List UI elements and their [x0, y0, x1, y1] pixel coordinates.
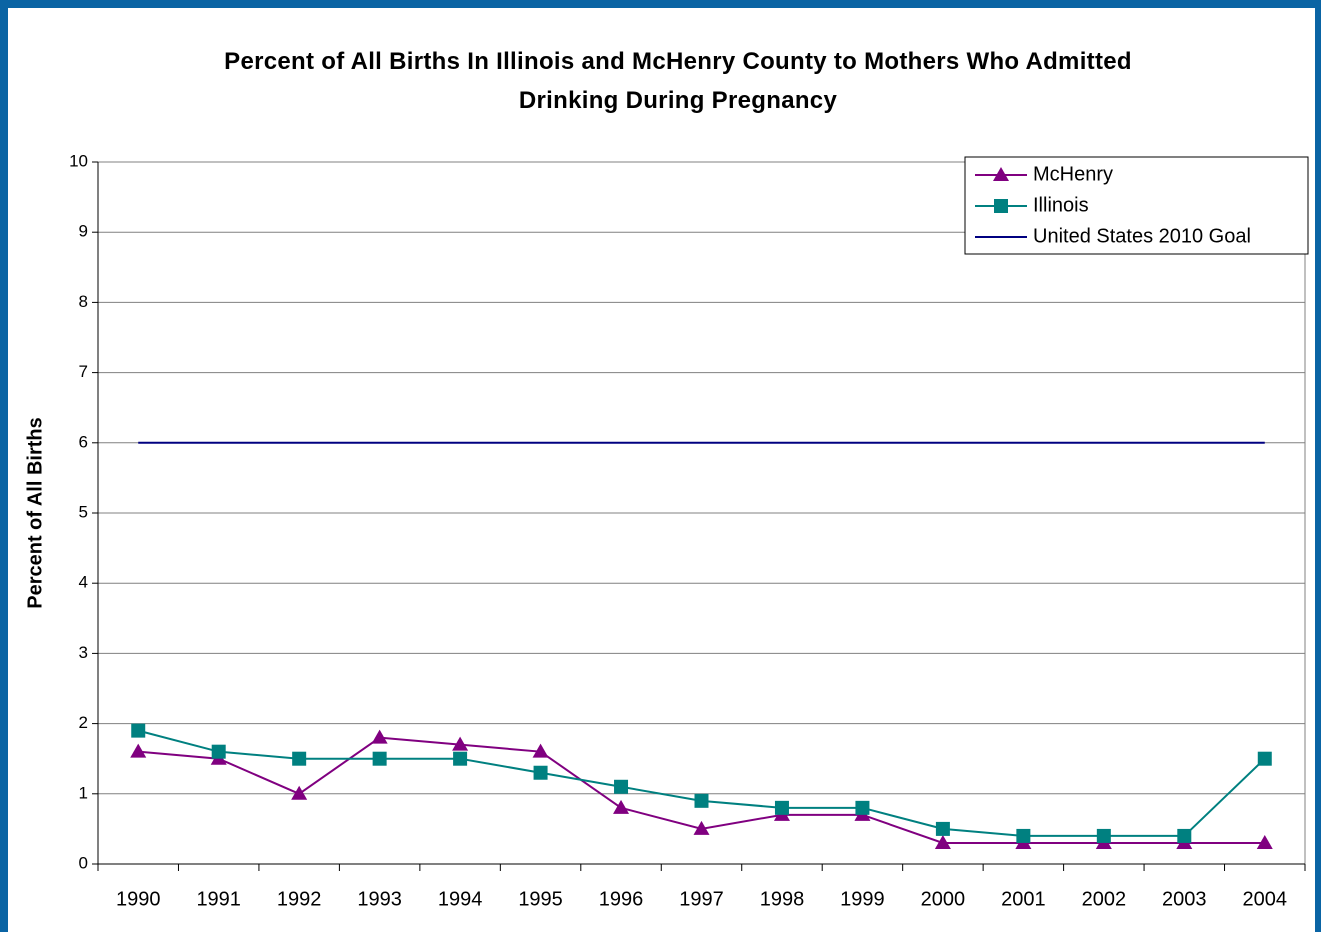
y-tick-label: 8: [79, 292, 88, 311]
marker: [993, 167, 1009, 181]
marker: [1177, 828, 1192, 843]
x-tick-label: 1993: [357, 888, 402, 910]
marker: [693, 820, 710, 835]
x-tick-label: 1992: [277, 888, 322, 910]
y-tick-label: 1: [79, 783, 88, 802]
x-tick-label: 2003: [1162, 888, 1207, 910]
y-tick-label: 2: [79, 713, 88, 732]
y-tick-label: 3: [79, 643, 88, 662]
x-tick-label: 2004: [1243, 888, 1288, 910]
x-tick-label: 1990: [116, 888, 161, 910]
marker: [613, 799, 630, 814]
marker: [935, 821, 950, 836]
legend-label: United States 2010 Goal: [1033, 225, 1251, 247]
marker: [994, 199, 1008, 213]
y-tick-label: 6: [79, 432, 88, 451]
marker: [774, 800, 789, 815]
marker: [533, 765, 548, 780]
y-tick-label: 5: [79, 502, 88, 521]
marker: [614, 779, 629, 794]
x-tick-label: 1999: [840, 888, 885, 910]
marker: [855, 800, 870, 815]
y-tick-label: 9: [79, 222, 88, 241]
marker: [291, 785, 308, 800]
x-tick-label: 1991: [196, 888, 241, 910]
marker: [131, 723, 146, 738]
marker: [130, 743, 147, 758]
y-tick-label: 10: [69, 151, 88, 170]
x-tick-label: 1994: [438, 888, 483, 910]
y-tick-label: 7: [79, 362, 88, 381]
marker: [1257, 751, 1272, 766]
marker: [372, 751, 387, 766]
x-tick-label: 1996: [599, 888, 644, 910]
marker: [453, 751, 468, 766]
x-tick-label: 1997: [679, 888, 724, 910]
chart-title: Percent of All Births In Illinois and Mc…: [224, 48, 1132, 114]
y-tick-label: 4: [79, 573, 88, 592]
marker: [1256, 834, 1273, 849]
marker: [694, 793, 709, 808]
x-tick-label: 2000: [921, 888, 966, 910]
y-axis-label: Percent of All Births: [24, 417, 46, 609]
marker: [371, 729, 388, 744]
legend-label: McHenry: [1033, 163, 1113, 185]
marker: [532, 743, 549, 758]
marker: [1016, 828, 1031, 843]
marker: [452, 736, 469, 751]
x-tick-label: 1995: [518, 888, 563, 910]
x-tick-label: 1998: [760, 888, 805, 910]
marker: [292, 751, 307, 766]
legend-label: Illinois: [1033, 194, 1089, 216]
marker: [211, 744, 226, 759]
marker: [934, 834, 951, 849]
y-tick-label: 0: [79, 853, 88, 872]
x-tick-label: 2002: [1082, 888, 1127, 910]
marker: [1096, 828, 1111, 843]
x-tick-label: 2001: [1001, 888, 1046, 910]
